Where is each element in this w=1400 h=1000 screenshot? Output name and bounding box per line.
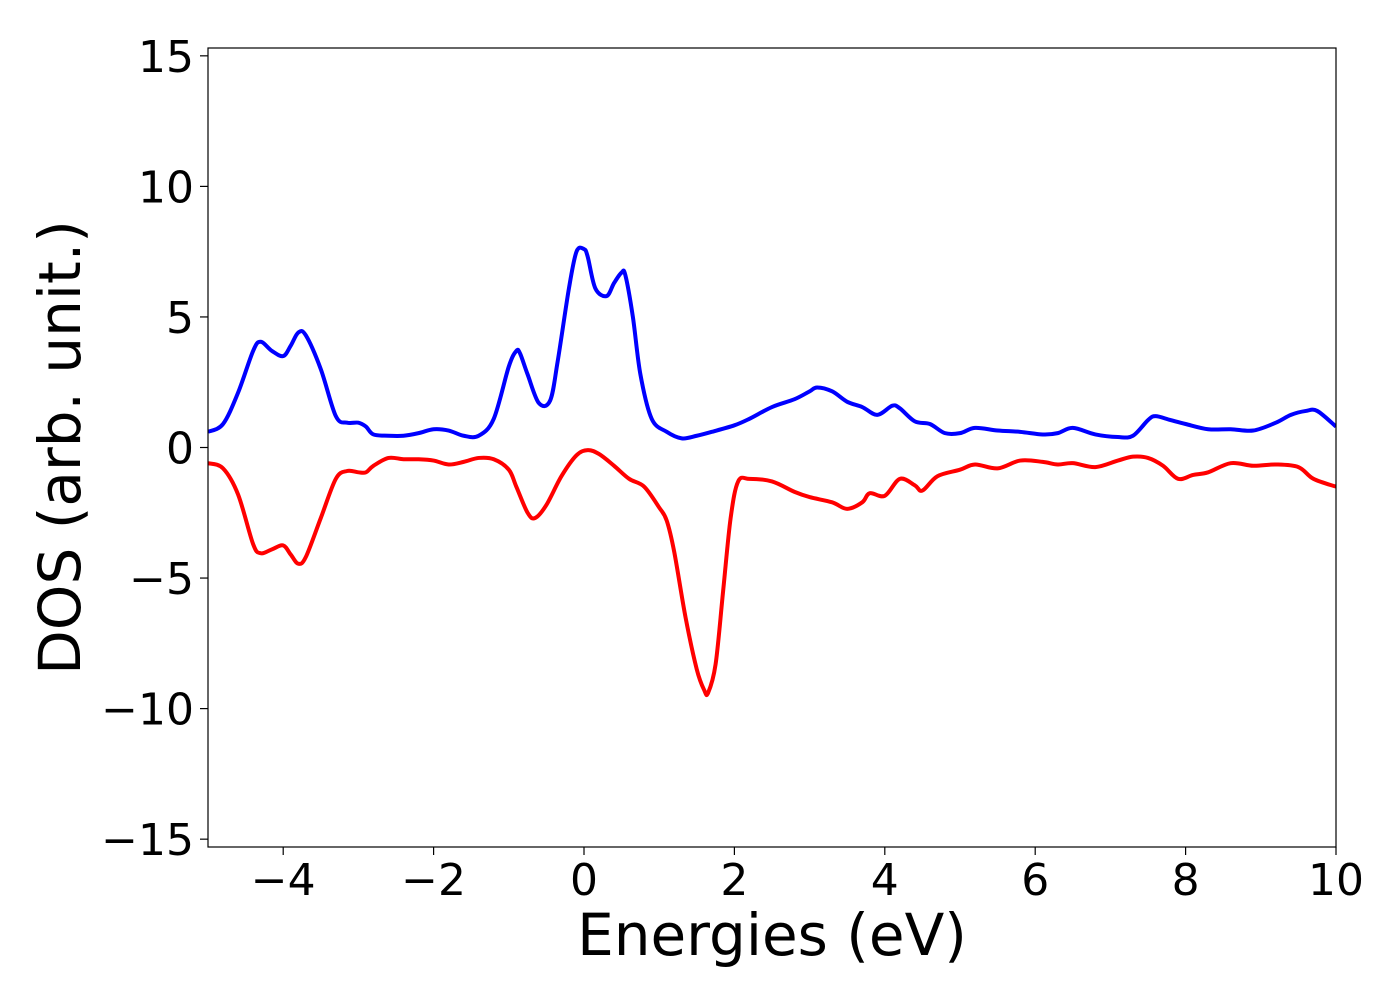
series-layer [208, 245, 1336, 698]
y-tick-label: 15 [138, 32, 194, 83]
y-tick-label: 0 [166, 424, 194, 475]
series-line-1 [208, 245, 1336, 441]
y-tick-label: −10 [101, 685, 194, 736]
x-tick-label: 8 [1172, 855, 1200, 906]
x-tick-label: 2 [720, 855, 748, 906]
x-tick-label: 10 [1308, 855, 1364, 906]
x-axis-label: Energies (eV) [577, 901, 967, 969]
x-tick-label: 6 [1021, 855, 1049, 906]
x-axis-ticks: −4 −2 0 2 4 6 8 10 [251, 847, 1364, 906]
plot-frame [207, 47, 1337, 848]
x-tick-label: 0 [570, 855, 598, 906]
x-tick-label: 4 [871, 855, 899, 906]
y-tick-label: −15 [101, 815, 194, 866]
y-axis-ticks: −15 −10 −5 0 5 10 15 [101, 32, 208, 866]
y-tick-label: −5 [129, 554, 194, 605]
y-tick-label: 5 [166, 293, 194, 344]
series-line-2 [208, 448, 1336, 698]
x-tick-label: −2 [401, 855, 466, 906]
y-tick-label: 10 [138, 162, 194, 213]
y-axis-label: DOS (arb. unit.) [26, 220, 94, 675]
x-tick-label: −4 [251, 855, 316, 906]
